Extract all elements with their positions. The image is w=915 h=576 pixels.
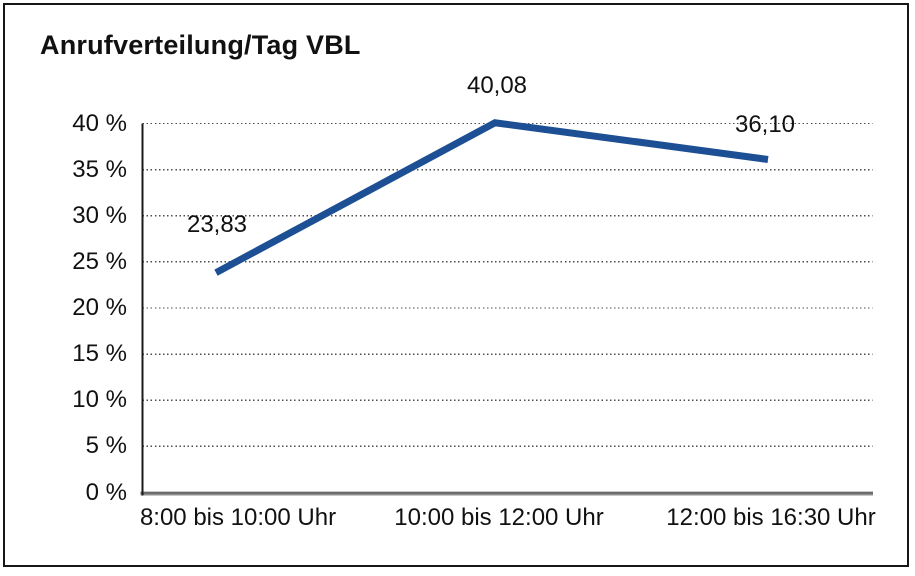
data-point-label: 40,08 <box>466 71 528 99</box>
data-point-label: 23,83 <box>186 210 248 238</box>
y-tick-label: 0 % <box>85 478 127 506</box>
chart-frame: Anrufverteilung/Tag VBL <box>3 3 909 567</box>
y-tick-label: 15 % <box>72 340 127 368</box>
x-tick-label: 12:00 bis 16:30 Uhr <box>666 504 876 531</box>
y-tick-label: 10 % <box>72 386 127 414</box>
x-tick-label: 10:00 bis 12:00 Uhr <box>394 504 604 531</box>
y-tick-label: 5 % <box>85 432 127 460</box>
y-tick-label: 30 % <box>72 201 127 229</box>
data-line <box>214 119 769 276</box>
x-tick-label: 8:00 bis 10:00 Uhr <box>139 504 337 531</box>
data-point-label: 36,10 <box>734 111 796 139</box>
y-tick-label: 35 % <box>72 155 127 183</box>
y-tick-label: 40 % <box>72 109 127 137</box>
chart-title: Anrufverteilung/Tag VBL <box>40 30 361 60</box>
y-tick-label: 20 % <box>72 294 127 321</box>
y-tick-label: 25 % <box>72 247 127 275</box>
